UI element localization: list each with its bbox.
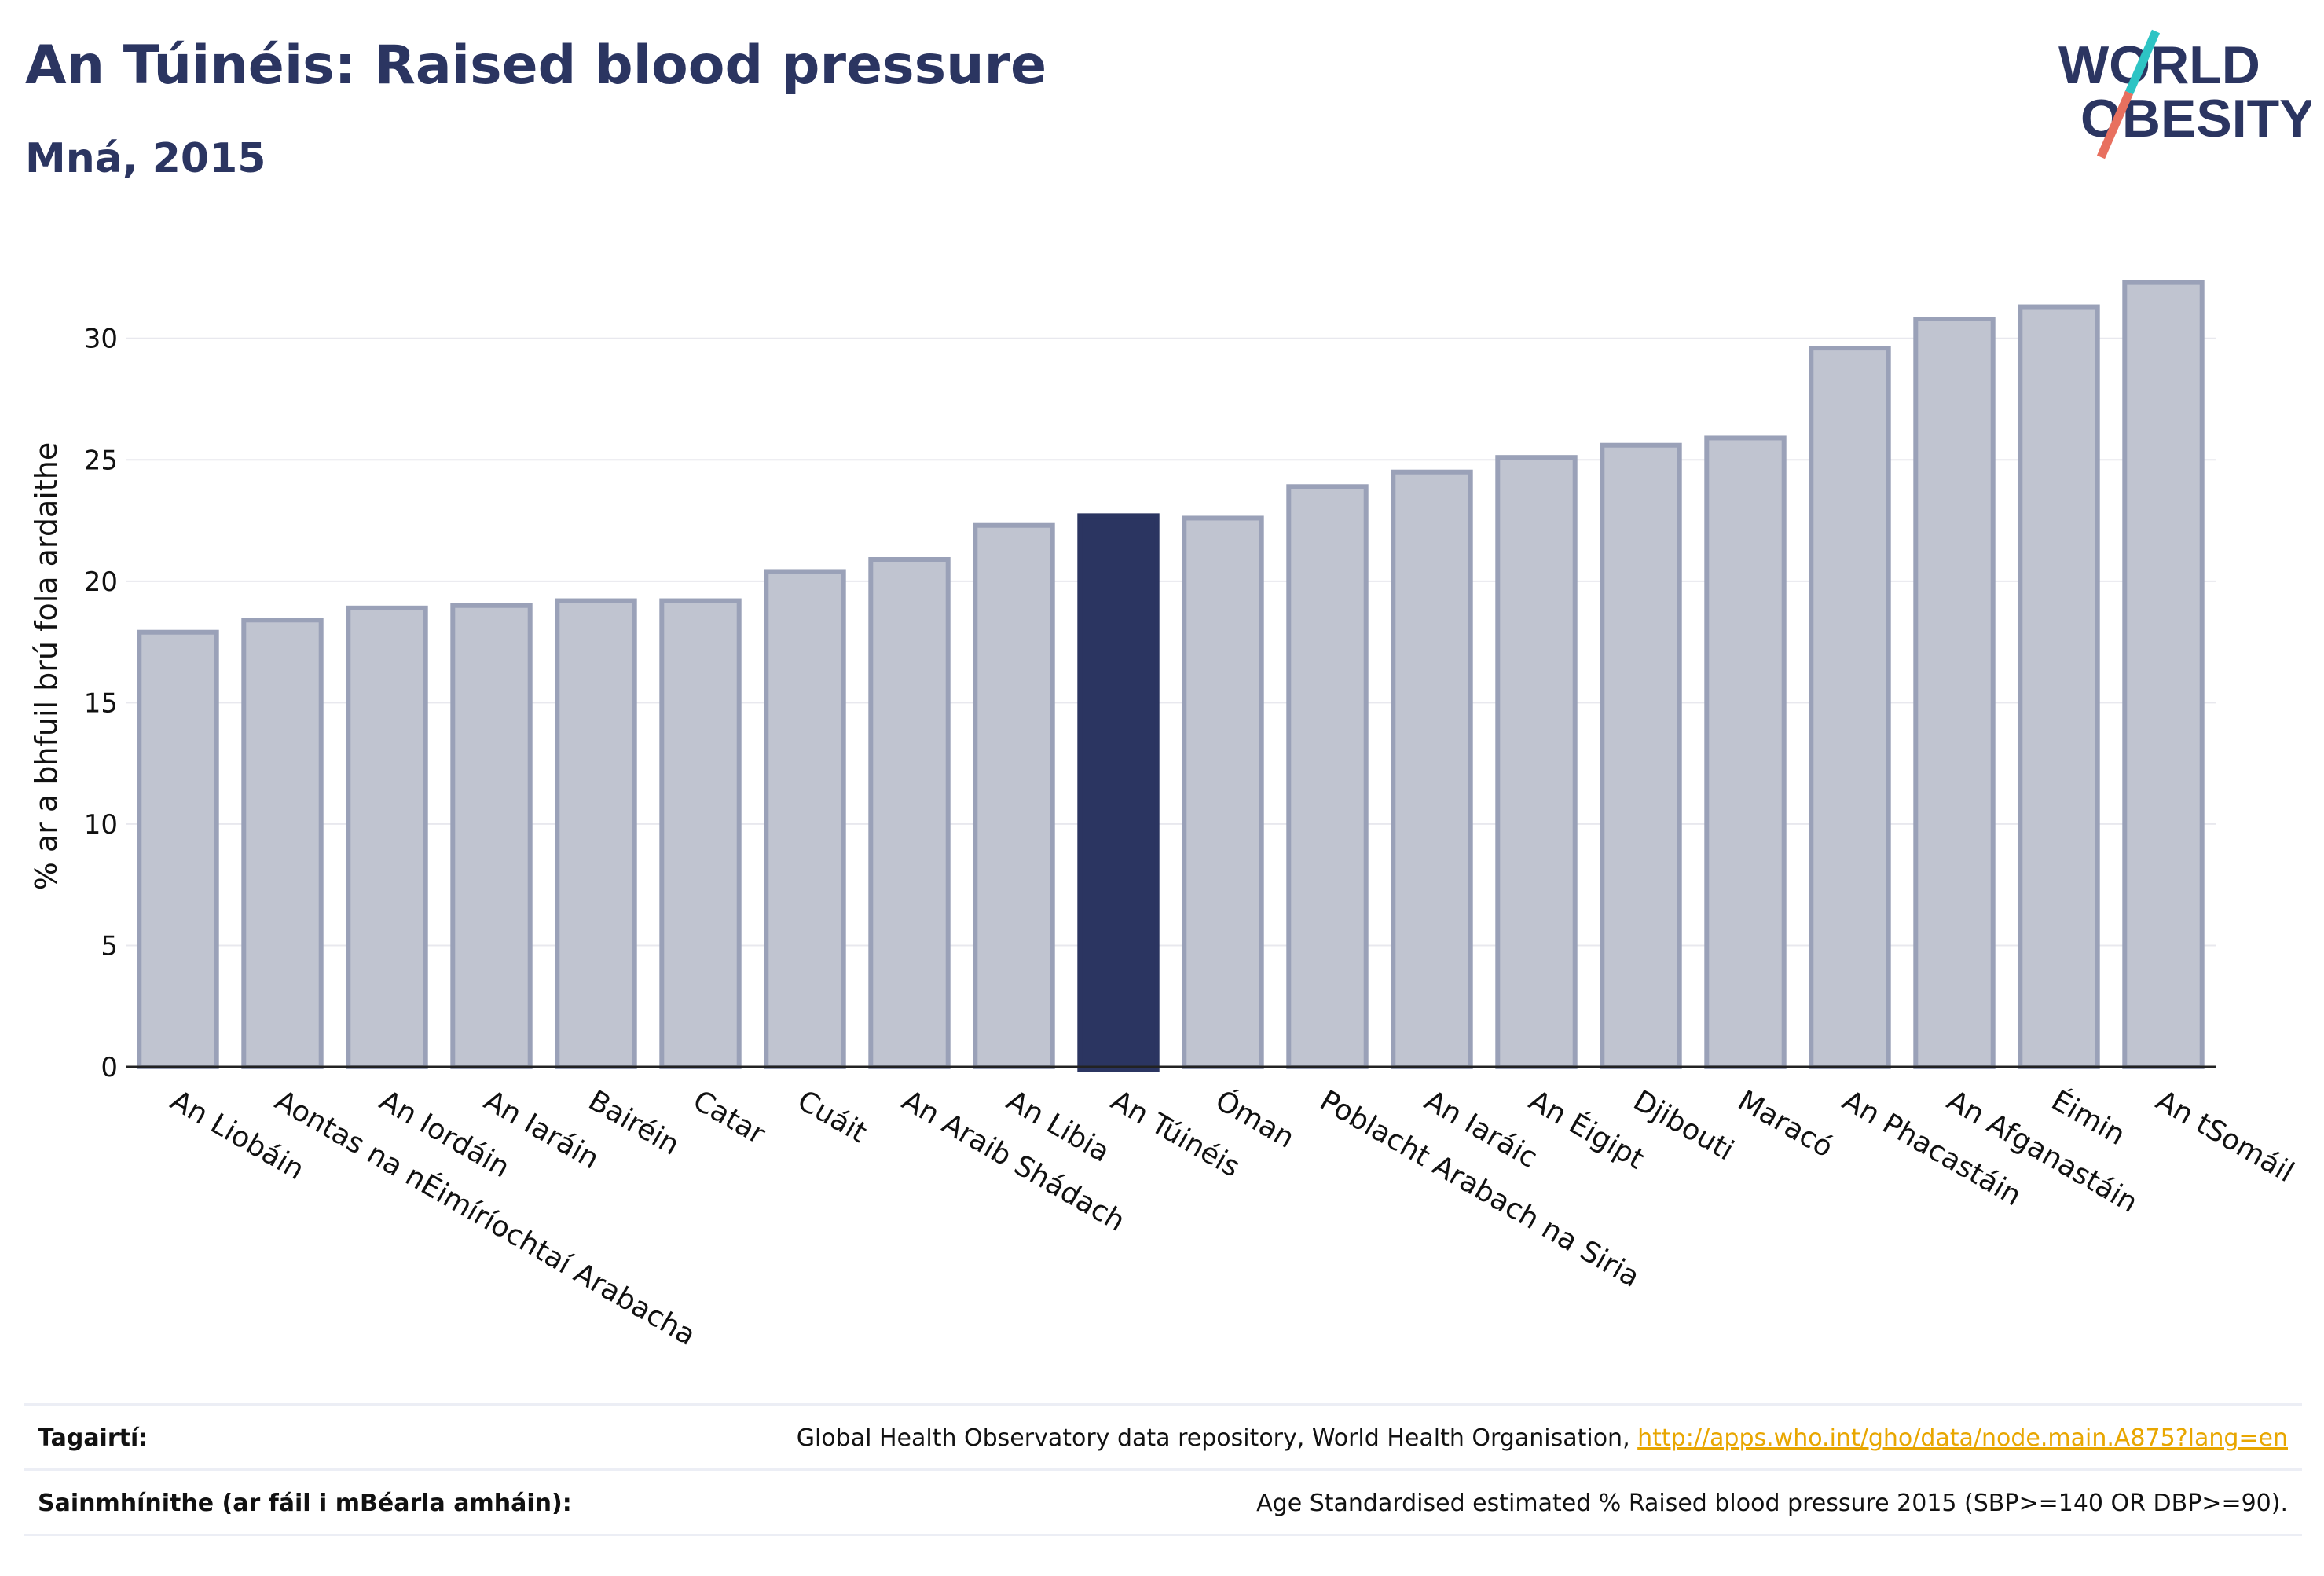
y-tick-label: 30 — [84, 324, 118, 355]
page-subtitle: Mná, 2015 — [25, 135, 266, 182]
x-category-label: An tSomáil — [2150, 1084, 2299, 1189]
bar — [1286, 484, 1369, 1069]
grid-lines — [126, 337, 2216, 947]
bar — [450, 603, 533, 1069]
bars — [137, 280, 2205, 1072]
bar — [1600, 442, 1682, 1069]
bar — [1391, 469, 1473, 1069]
y-tick-label: 10 — [84, 809, 118, 841]
bar — [1182, 515, 1264, 1069]
x-category-label: Catar — [687, 1084, 771, 1151]
bar — [1913, 317, 1996, 1069]
bar — [1495, 455, 1578, 1069]
definitions-label: Sainmhínithe (ar fáil i mBéarla amháin): — [38, 1490, 572, 1517]
bar — [973, 522, 1055, 1069]
y-tick-label: 5 — [101, 930, 118, 962]
bar — [241, 618, 324, 1069]
world-obesity-logo-graphic: WORLD OBESITY — [2058, 29, 2315, 159]
footer-divider — [24, 1534, 2302, 1536]
bar — [346, 605, 428, 1069]
bar — [1809, 346, 1891, 1070]
bar — [137, 629, 219, 1069]
references-link[interactable]: http://apps.who.int/gho/data/node.main.A… — [1637, 1424, 2288, 1452]
logo-text-world: WORLD — [2058, 35, 2260, 95]
logo-slash-red — [2096, 90, 2134, 159]
x-category-label: Éimin — [2046, 1083, 2131, 1152]
y-axis-ticks: 0 5 10 15 20 25 30 — [84, 324, 118, 1083]
y-tick-label: 20 — [84, 566, 118, 598]
bar — [555, 598, 637, 1069]
x-category-label: An Phacastáin — [1837, 1084, 2026, 1212]
references-row: Tagairtí: Global Health Observatory data… — [24, 1403, 2302, 1470]
bar — [2122, 280, 2205, 1069]
x-category-label: Cuáit — [792, 1084, 872, 1149]
definitions-row: Sainmhínithe (ar fáil i mBéarla amháin):… — [24, 1468, 2302, 1535]
references-label: Tagairtí: — [38, 1424, 148, 1452]
y-tick-label: 15 — [84, 687, 118, 719]
bar-highlighted — [1077, 513, 1160, 1072]
bar — [868, 557, 951, 1069]
bar — [659, 598, 742, 1069]
bar — [1704, 435, 1787, 1069]
y-tick-label: 0 — [101, 1052, 118, 1083]
x-category-label: An Afganastáin — [1941, 1084, 2143, 1219]
world-obesity-logo: WORLD OBESITY — [2052, 28, 2315, 170]
logo-slash-teal — [2124, 29, 2161, 95]
y-tick-label: 25 — [84, 445, 118, 476]
bar — [764, 569, 846, 1069]
definitions-text: Age Standardised estimated % Raised bloo… — [1256, 1490, 2288, 1517]
bar — [2018, 304, 2100, 1069]
x-category-label: Maracó — [1732, 1084, 1838, 1164]
x-category-label: An Éigipt — [1523, 1083, 1650, 1175]
y-axis-title: % ar a bhfuil brú fola ardaithe — [29, 442, 64, 890]
references-text: Global Health Observatory data repositor… — [796, 1424, 1638, 1452]
references-value: Global Health Observatory data repositor… — [797, 1424, 2288, 1452]
page-title: An Túinéis: Raised blood pressure — [25, 35, 1047, 97]
